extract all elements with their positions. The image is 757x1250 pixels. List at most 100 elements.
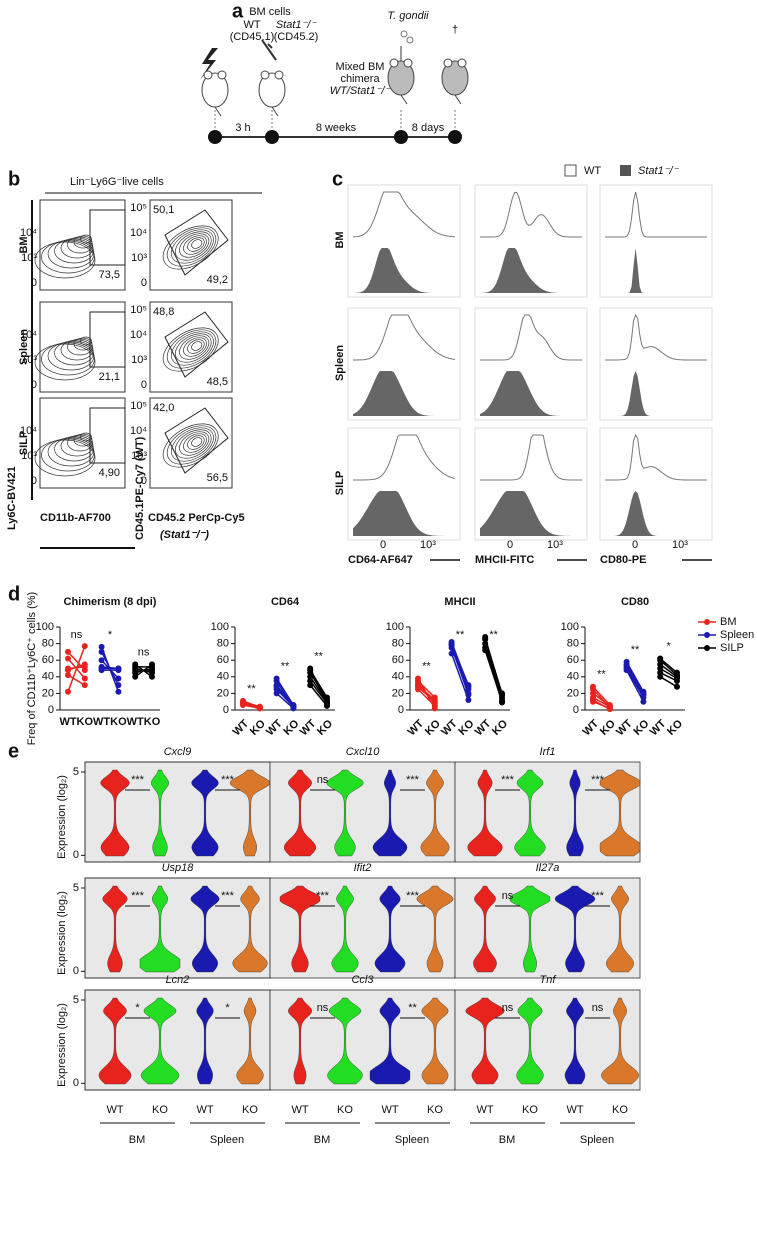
violin	[139, 885, 181, 973]
point	[290, 703, 297, 710]
point	[115, 675, 122, 682]
violin	[421, 997, 449, 1085]
y-tick-label: 0	[48, 704, 54, 716]
contour	[80, 336, 92, 346]
timeline-dot	[394, 130, 408, 144]
label: 8 days	[412, 122, 445, 134]
point	[273, 675, 280, 682]
contour	[60, 339, 94, 361]
label: (CD45.1)	[230, 31, 275, 43]
gene-name: Cxcl10	[346, 746, 381, 758]
gate-percentage: 50,1	[153, 204, 174, 216]
contour	[191, 437, 203, 447]
violin	[465, 997, 505, 1085]
label: Stat1⁻/⁻	[276, 19, 318, 31]
point	[415, 680, 421, 687]
significance: ***	[316, 890, 330, 902]
y-axis-label: CD45.1PE-Cy7 (WT)	[134, 436, 146, 540]
tick-label: 0	[141, 475, 147, 487]
point	[115, 665, 122, 672]
y-tick-label: 0	[73, 849, 79, 861]
violin	[327, 997, 363, 1085]
significance: *	[666, 640, 671, 652]
mouse-ear	[260, 70, 270, 80]
y-tick-label: 100	[36, 621, 54, 633]
histogram-wt	[605, 191, 707, 238]
violin	[287, 997, 313, 1085]
contour	[67, 434, 93, 452]
contour	[166, 227, 217, 267]
y-tick-label: 20	[392, 687, 404, 699]
contour	[47, 239, 95, 269]
y-tick-label: 0	[223, 704, 229, 716]
point	[448, 641, 455, 648]
tissue-label: Spleen	[210, 1134, 244, 1146]
gene-name: Cxcl9	[164, 746, 192, 758]
point	[431, 705, 438, 712]
point	[115, 682, 122, 689]
label: (CD45.2)	[274, 31, 319, 43]
violin	[229, 769, 271, 857]
violin	[467, 769, 503, 857]
significance: ns	[502, 890, 514, 902]
x-axis-label: CD45.2 PerCp-Cy5	[148, 512, 245, 524]
pair-line	[450, 644, 470, 696]
violin	[420, 769, 450, 857]
point	[657, 655, 664, 662]
y-tick-label: 20	[42, 687, 54, 699]
pair-line	[67, 651, 86, 671]
x-tick-label: KO	[144, 716, 161, 728]
violin	[369, 997, 411, 1085]
point	[465, 697, 472, 704]
y-tick-label: 20	[217, 687, 229, 699]
histogram-panel	[599, 184, 713, 298]
significance: ***	[591, 890, 605, 902]
violin	[100, 769, 130, 857]
mouse-ear	[389, 58, 399, 68]
violin	[98, 997, 132, 1085]
contour	[191, 341, 203, 351]
histogram-ko	[605, 491, 707, 536]
violin	[514, 769, 546, 857]
y-axis-label: Expression (log₂)	[56, 1003, 68, 1087]
point	[657, 665, 664, 672]
histogram-panel	[599, 307, 713, 421]
tissue-label: BM	[314, 1134, 331, 1146]
point	[640, 698, 647, 705]
x-tick-label: KO	[665, 717, 685, 737]
panel-label: c	[332, 168, 343, 190]
legend-swatch	[620, 165, 631, 176]
histogram-ko	[480, 248, 582, 293]
point	[115, 688, 122, 695]
y-tick-label: 5	[73, 994, 79, 1006]
point	[98, 648, 105, 655]
pair-line	[67, 658, 86, 679]
timeline-dot	[208, 130, 222, 144]
pair-line	[659, 671, 678, 682]
y-tick-label: 60	[392, 654, 404, 666]
pair-line	[659, 657, 678, 674]
panel-label: d	[8, 583, 20, 605]
gate-percentage: 4,90	[99, 467, 120, 479]
flow-plot	[149, 199, 233, 291]
point	[431, 694, 438, 701]
histogram-wt	[480, 191, 582, 238]
mouse-ear	[457, 58, 467, 68]
label: 8 weeks	[316, 122, 357, 134]
tick-label: 10³	[420, 539, 436, 551]
point	[273, 690, 280, 697]
tick-label: 0	[31, 379, 37, 391]
histogram-ko	[353, 491, 455, 536]
tick-label: 10⁴	[20, 329, 37, 341]
gate	[89, 311, 126, 368]
group-label: WT	[381, 1104, 398, 1116]
tick-label: 10⁴	[130, 425, 147, 437]
y-tick-label: 100	[561, 621, 579, 633]
tick-label: 10⁴	[130, 329, 147, 341]
significance: ***	[221, 890, 235, 902]
tick-label: 10³	[131, 354, 147, 366]
histogram-ko	[353, 371, 455, 416]
contour	[166, 329, 217, 369]
gate	[164, 311, 229, 378]
